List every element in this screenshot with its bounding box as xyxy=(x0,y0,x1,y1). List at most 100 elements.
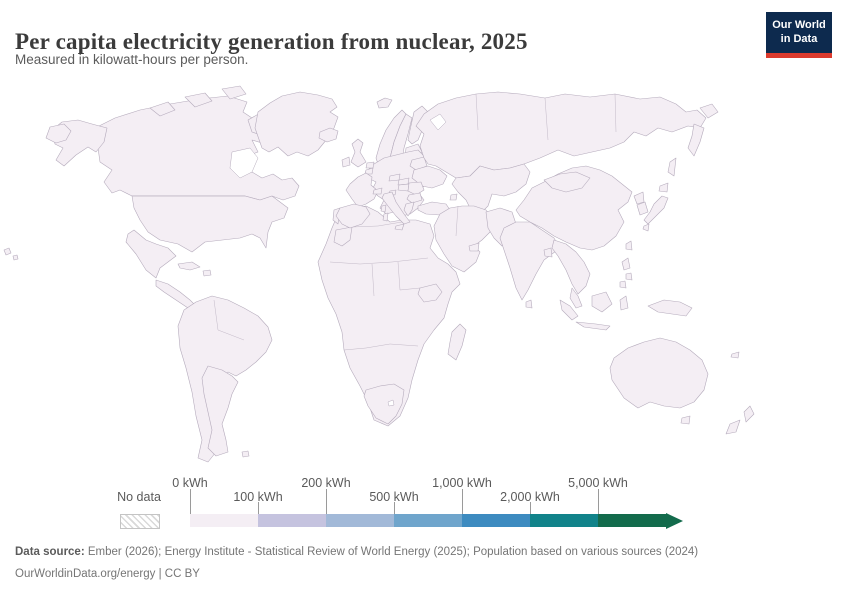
country-switzerland[interactable] xyxy=(372,187,383,195)
island-sicily[interactable] xyxy=(394,223,405,231)
country-japan-hokkaido[interactable] xyxy=(658,182,669,193)
country-usa-hawaii[interactable] xyxy=(3,247,19,261)
region-southeast-asia[interactable] xyxy=(551,239,591,295)
owid-logo-line1: Our World xyxy=(772,19,826,31)
world-choropleth-map xyxy=(3,85,755,463)
legend-label-0: 0 kWh xyxy=(172,476,208,490)
island-sumatra[interactable] xyxy=(559,299,579,321)
country-russia-ne-tip[interactable] xyxy=(699,103,719,119)
country-south-korea[interactable] xyxy=(636,201,649,216)
region-central-america[interactable] xyxy=(155,279,197,309)
legend-tick-100 xyxy=(258,502,259,514)
country-united-kingdom[interactable] xyxy=(350,138,367,168)
country-bangladesh[interactable] xyxy=(543,247,553,258)
legend-no-data-label: No data xyxy=(117,490,161,504)
legend-label-5000: 5,000 kWh xyxy=(568,476,628,490)
island-java[interactable] xyxy=(575,321,611,331)
islands-falkland[interactable] xyxy=(241,450,250,458)
page-subtitle: Measured in kilowatt-hours per person. xyxy=(15,52,249,67)
legend-tick-1000 xyxy=(462,489,463,514)
country-bulgaria[interactable] xyxy=(406,192,423,204)
island-sardinia[interactable] xyxy=(382,212,389,222)
country-madagascar[interactable] xyxy=(447,323,467,361)
country-canada-arctic-3[interactable] xyxy=(221,85,247,100)
country-italy[interactable] xyxy=(381,191,411,225)
country-australia[interactable] xyxy=(609,337,709,409)
country-romania[interactable] xyxy=(407,181,425,196)
country-mexico[interactable] xyxy=(125,229,177,279)
country-japan-honshu[interactable] xyxy=(643,195,669,225)
islands-svalbard[interactable] xyxy=(376,97,393,109)
country-spain[interactable] xyxy=(335,203,371,229)
country-hungary[interactable] xyxy=(397,183,410,192)
owid-logo-line2: in Data xyxy=(780,32,818,45)
country-sri-lanka[interactable] xyxy=(525,299,533,309)
island-corsica[interactable] xyxy=(380,204,387,213)
legend-segment-2000-5000[interactable] xyxy=(530,514,598,527)
legend-tick-5000 xyxy=(598,489,599,514)
legend-label-500: 500 kWh xyxy=(369,490,419,504)
legend-no-data-swatch[interactable] xyxy=(120,514,160,529)
footer-credit-text: OurWorldinData.org/energy | CC BY xyxy=(15,568,200,580)
africa-internal-borders xyxy=(329,221,429,351)
country-south-sudan[interactable] xyxy=(417,283,443,303)
legend-segment-1000-2000[interactable] xyxy=(462,514,530,527)
country-canada-arctic-2[interactable] xyxy=(184,92,213,108)
country-cuba[interactable] xyxy=(177,261,201,271)
island-borneo[interactable] xyxy=(591,291,613,313)
country-philippines[interactable] xyxy=(619,257,633,289)
country-russia-kamchatka[interactable] xyxy=(687,123,705,157)
legend-label-2000: 2,000 kWh xyxy=(500,490,560,504)
footer-source-label: Data source: xyxy=(15,546,85,558)
legend-segment-5000-plus[interactable] xyxy=(598,514,666,527)
legend-segment-100-200[interactable] xyxy=(258,514,326,527)
region-malay-peninsula[interactable] xyxy=(569,287,583,309)
legend-tick-2000 xyxy=(530,502,531,514)
country-india[interactable] xyxy=(499,221,561,301)
country-north-korea[interactable] xyxy=(633,191,645,205)
country-russia-sakhalin[interactable] xyxy=(667,157,677,177)
country-lesotho xyxy=(387,399,395,407)
legend-label-200: 200 kWh xyxy=(301,476,351,490)
legend-segment-500-1000[interactable] xyxy=(394,514,462,527)
country-usa[interactable] xyxy=(131,195,289,253)
owid-logo[interactable]: Our World in Data xyxy=(766,12,832,58)
island-new-caledonia[interactable] xyxy=(730,351,740,359)
country-uae[interactable] xyxy=(468,242,480,252)
country-ireland[interactable] xyxy=(341,156,351,168)
country-russia[interactable] xyxy=(415,91,707,179)
legend-arrow xyxy=(666,512,683,529)
hudson-bay xyxy=(229,147,259,179)
footer-source-line: Data source: Ember (2026); Energy Instit… xyxy=(15,546,698,558)
country-iceland[interactable] xyxy=(318,127,339,143)
white-sea xyxy=(429,113,447,131)
country-russia-chukotka[interactable] xyxy=(45,123,72,144)
country-argentina[interactable] xyxy=(201,365,239,457)
country-greenland[interactable] xyxy=(254,91,339,157)
country-japan-kyushu[interactable] xyxy=(642,223,650,232)
island-tasmania[interactable] xyxy=(680,415,691,425)
country-armenia[interactable] xyxy=(449,193,458,201)
country-new-zealand-north[interactable] xyxy=(743,405,755,423)
country-belgium[interactable] xyxy=(364,167,374,175)
legend-segment-0-100[interactable] xyxy=(190,514,258,527)
country-greece[interactable] xyxy=(403,201,415,217)
island-new-guinea[interactable] xyxy=(647,299,693,317)
legend-tick-200 xyxy=(326,489,327,514)
legend-segment-200-500[interactable] xyxy=(326,514,394,527)
island-hispaniola[interactable] xyxy=(202,269,212,277)
country-france[interactable] xyxy=(345,172,379,208)
country-netherlands[interactable] xyxy=(365,161,375,169)
footer-source-text: Ember (2026); Energy Institute - Statist… xyxy=(87,546,699,558)
country-canada-arctic-1[interactable] xyxy=(149,101,176,117)
country-mongolia[interactable] xyxy=(543,171,591,193)
region-central-asia[interactable] xyxy=(451,163,531,215)
misc-internal-borders xyxy=(132,93,617,341)
country-new-zealand-south[interactable] xyxy=(725,419,741,435)
island-sulawesi[interactable] xyxy=(619,295,629,311)
legend-label-100: 100 kWh xyxy=(233,490,283,504)
country-south-africa[interactable] xyxy=(363,383,405,425)
footer-credit-line[interactable]: OurWorldinData.org/energy | CC BY xyxy=(15,568,200,580)
country-taiwan[interactable] xyxy=(625,240,633,251)
region-africa[interactable] xyxy=(317,205,461,427)
